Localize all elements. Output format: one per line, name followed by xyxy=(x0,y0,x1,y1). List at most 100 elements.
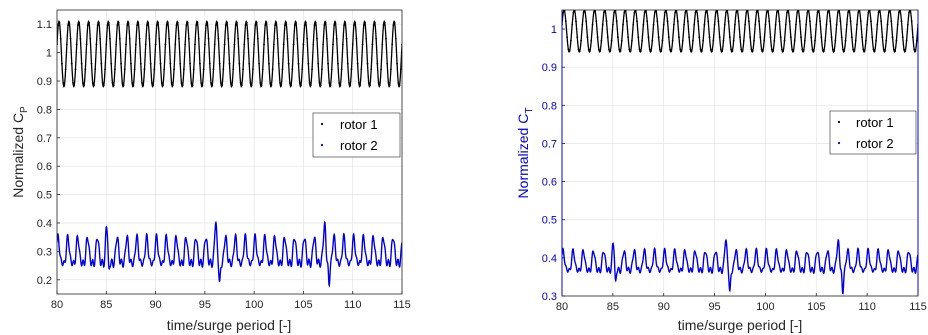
y-tick-label-ct-5: 0.8 xyxy=(542,100,557,112)
x-tick-label-ct-7: 115 xyxy=(909,301,927,313)
series-rotor1-point-ct xyxy=(886,23,889,26)
series-rotor1-point-cp xyxy=(302,43,305,46)
axes-box-cp xyxy=(56,9,403,295)
series-rotor2-line-ct xyxy=(562,238,918,295)
series-rotor1-point-ct xyxy=(782,50,785,52)
series-rotor1-point-ct xyxy=(661,39,664,42)
series-rotor1-point-cp xyxy=(143,68,146,71)
series-rotor1-point-ct xyxy=(736,10,739,12)
series-rotor1-point-cp xyxy=(392,24,395,27)
x-tick-label-ct-1: 85 xyxy=(607,301,619,313)
series-rotor1-point-cp xyxy=(101,82,104,84)
series-rotor1-point-cp xyxy=(150,82,153,84)
series-rotor1-point-ct xyxy=(815,23,818,26)
series-rotor1-point-ct xyxy=(596,36,599,39)
series-rotor1-point-cp xyxy=(154,43,157,46)
series-rotor1-point-ct xyxy=(770,48,773,51)
series-rotor1-point-cp xyxy=(369,84,371,87)
series-rotor1-point-ct xyxy=(595,20,598,23)
series-rotor1-point-cp xyxy=(328,82,331,84)
series-rotor1-point-ct xyxy=(572,11,575,14)
series-rotor1-point-ct xyxy=(829,20,832,23)
series-rotor1-point-cp xyxy=(149,62,152,65)
y-tick-label-ct-4: 0.7 xyxy=(542,138,557,150)
series-rotor1-point-cp xyxy=(364,21,366,24)
series-rotor1-point-cp xyxy=(256,37,259,40)
series-rotor1-point-ct xyxy=(753,39,755,42)
series-rotor1-point-cp xyxy=(308,82,311,84)
series-rotor1-point-cp xyxy=(158,37,161,40)
series-rotor1-point-ct xyxy=(817,10,820,12)
series-rotor1-point-cp xyxy=(127,21,130,24)
series-rotor1-point-ct xyxy=(852,48,855,51)
series-rotor1-point-cp xyxy=(311,68,313,71)
series-rotor1-point-cp xyxy=(263,43,265,46)
series-rotor1-point-ct xyxy=(674,11,677,14)
series-rotor1-point-ct xyxy=(763,39,766,42)
series-rotor1-point-cp xyxy=(130,62,132,65)
series-rotor1-point-ct xyxy=(632,23,635,26)
series-rotor1-point-ct xyxy=(889,10,891,12)
series-rotor1-point-ct xyxy=(740,48,743,51)
series-rotor1-point-ct xyxy=(697,20,699,23)
series-rotor1-point-cp xyxy=(279,82,281,84)
series-rotor1-point-ct xyxy=(709,48,712,51)
series-rotor1-point-cp xyxy=(240,84,243,87)
series-rotor1-point-cp xyxy=(73,84,76,87)
series-rotor1-point-ct xyxy=(783,39,786,42)
legend-label-cp-rotor1: rotor 1 xyxy=(340,117,378,132)
series-rotor1-point-ct xyxy=(876,23,879,26)
series-rotor1-point-cp xyxy=(207,37,210,40)
series-rotor1-point-ct xyxy=(582,11,585,14)
series-rotor1-point-ct xyxy=(877,11,880,14)
x-tick-label-cp-4: 100 xyxy=(245,299,263,311)
series-rotor1-point-ct xyxy=(809,20,811,23)
series-rotor1-point-cp xyxy=(234,24,237,27)
series-cp xyxy=(57,20,402,288)
series-rotor1-point-ct xyxy=(671,39,674,42)
series-rotor1-point-cp xyxy=(202,68,205,71)
x-tick-label-cp-6: 110 xyxy=(344,299,362,311)
series-rotor1-point-cp xyxy=(324,21,327,24)
series-rotor1-point-ct xyxy=(634,10,637,12)
series-rotor1-point-cp xyxy=(332,43,334,46)
series-rotor1-point-ct xyxy=(637,36,640,39)
legend-label-ct-rotor2: rotor 2 xyxy=(856,136,894,151)
series-rotor1-point-cp xyxy=(99,37,102,40)
series-rotor1-point-ct xyxy=(642,23,645,26)
series-rotor1-point-cp xyxy=(89,37,92,40)
series-rotor1-point-cp xyxy=(146,24,148,27)
series-rotor1-point-cp xyxy=(174,43,177,46)
series-rotor1-point-ct xyxy=(751,50,754,52)
series-rotor1-point-ct xyxy=(567,48,570,51)
series-rotor1-point-cp xyxy=(141,82,143,84)
series-rotor1-point-ct xyxy=(910,20,913,23)
series-rotor1-point-ct xyxy=(665,10,668,12)
series-rotor1-point-cp xyxy=(67,24,69,27)
series-rotor1-point-ct xyxy=(706,10,708,12)
series-rotor1-point-ct xyxy=(723,23,726,26)
series-rotor1-point-ct xyxy=(629,50,632,52)
x-tick-label-cp-0: 80 xyxy=(51,299,63,311)
series-rotor1-point-ct xyxy=(898,11,900,14)
series-rotor1-point-cp xyxy=(117,21,120,24)
series-rotor1-point-ct xyxy=(812,50,815,52)
series-rotor1-point-ct xyxy=(619,50,622,52)
y-tick-label-ct-6: 0.9 xyxy=(542,62,557,74)
series-rotor1-point-ct xyxy=(731,50,734,52)
series-rotor1-point-ct xyxy=(787,10,790,12)
series-rotor1-point-ct xyxy=(872,48,875,51)
legend-marker-ct-rotor1 xyxy=(837,120,841,124)
series-rotor1-point-cp xyxy=(138,37,141,40)
series-rotor1-point-cp xyxy=(365,37,368,40)
series-rotor1-point-ct xyxy=(714,11,717,14)
series-rotor1-point-ct xyxy=(912,36,914,39)
series-rotor1-point-cp xyxy=(217,37,220,40)
series-rotor1-point-ct xyxy=(805,23,808,26)
legend-cp: rotor 1 rotor 2 xyxy=(312,112,401,158)
series-rotor1-point-cp xyxy=(64,68,67,71)
series-rotor1-point-ct xyxy=(657,36,660,39)
series-rotor1-point-cp xyxy=(260,84,263,87)
series-rotor1-point-ct xyxy=(871,36,874,39)
series-rotor1-point-cp xyxy=(100,62,103,65)
